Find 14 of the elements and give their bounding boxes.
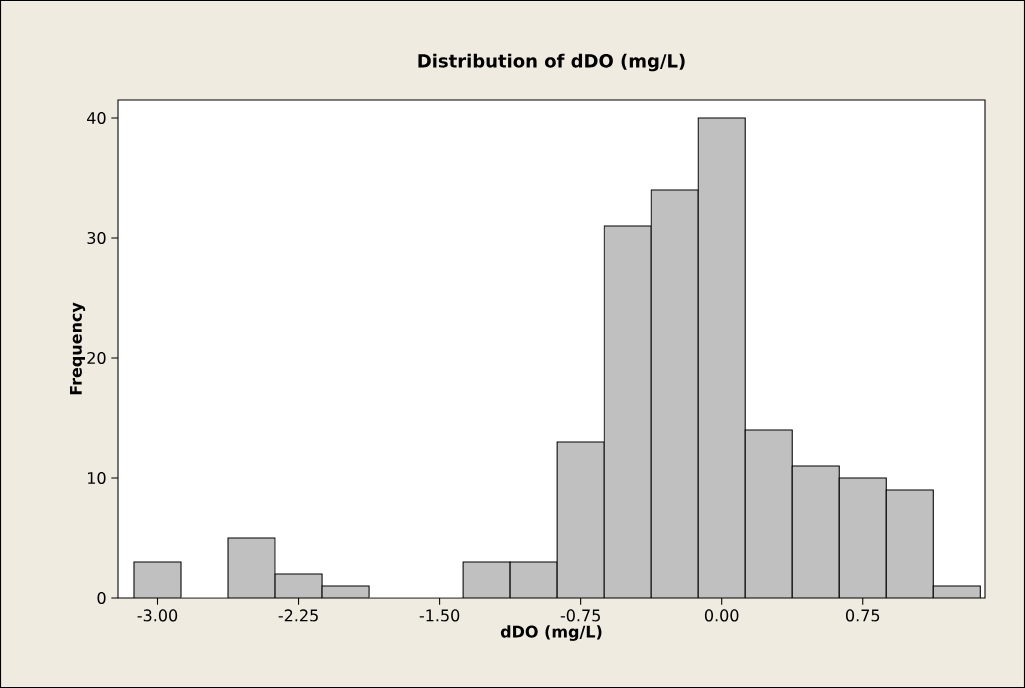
y-tick-label: 20 (87, 351, 106, 365)
chart-title: Distribution of dDO (mg/L) (418, 53, 685, 72)
x-tick-label: 0.75 (845, 609, 880, 622)
x-axis-title: dDO (mg/L) (500, 625, 602, 641)
x-tick-label: -3.00 (137, 609, 178, 622)
x-tick-label: -0.75 (560, 609, 600, 622)
y-axis-title: Frequency (70, 302, 86, 395)
y-tick-label: 30 (87, 231, 106, 245)
y-tick-label: 40 (87, 111, 106, 125)
x-tick-label: -1.50 (419, 609, 460, 622)
y-tick-label: 0 (97, 591, 106, 605)
x-tick-label: -2.25 (278, 609, 318, 622)
x-tick-label: 0.00 (704, 609, 739, 622)
y-tick-label: 10 (88, 471, 106, 485)
